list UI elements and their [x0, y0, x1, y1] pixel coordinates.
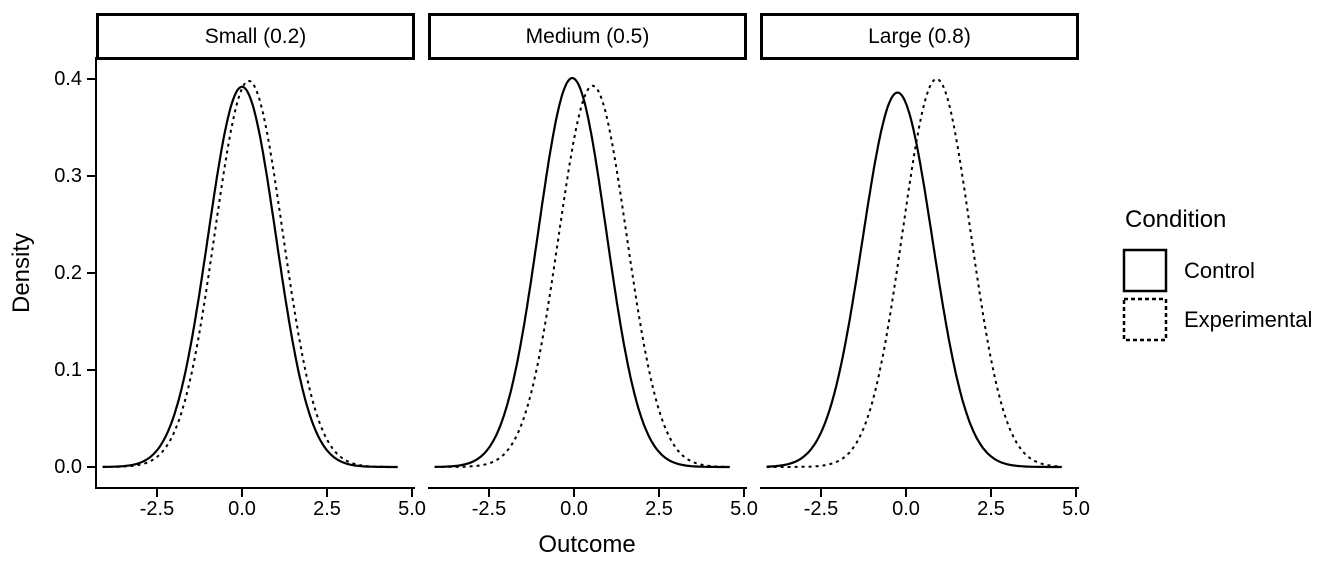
density-curve-control: [434, 76, 730, 469]
density-curve-experimental: [766, 77, 1062, 468]
facet-strip-label: Small (0.2): [204, 24, 307, 48]
x-tick-label: -2.5: [139, 498, 175, 520]
density-curve-control: [102, 85, 398, 469]
x-tick-label: 0.0: [560, 498, 588, 520]
density-curve-experimental: [434, 84, 730, 468]
x-tick-label: -2.5: [471, 498, 507, 520]
x-tick-label: 5.0: [398, 498, 426, 520]
facet-strip: Large (0.8): [760, 13, 1079, 60]
facet-strip: Medium (0.5): [428, 13, 747, 60]
legend-key-dashed-icon: [1122, 297, 1168, 342]
x-tick-label: 2.5: [977, 498, 1005, 520]
legend-label-experimental: Experimental: [1184, 306, 1313, 332]
x-tick-label: 2.5: [313, 498, 341, 520]
facet-strip-label: Large (0.8): [868, 24, 971, 48]
legend: Condition Control Experimental: [1122, 206, 1344, 346]
x-tick-label: 0.0: [892, 498, 920, 520]
legend-label-control: Control: [1184, 257, 1255, 283]
y-tick-label: 0.4: [54, 68, 82, 90]
x-axis-title: Outcome: [538, 531, 636, 558]
legend-key-solid-icon: [1122, 248, 1168, 293]
facet-strip: Small (0.2): [96, 13, 415, 60]
x-tick-label: 5.0: [1062, 498, 1090, 520]
y-tick-label: 0.3: [54, 165, 82, 187]
y-tick-label: 0.0: [54, 456, 82, 478]
legend-title: Condition: [1125, 206, 1227, 233]
x-tick-label: 2.5: [645, 498, 673, 520]
x-tick-label: 0.0: [228, 498, 256, 520]
density-curve-control: [766, 91, 1062, 469]
x-tick-label: 5.0: [730, 498, 758, 520]
y-axis-title: Density: [8, 232, 35, 314]
facet-strip-label: Medium (0.5): [525, 24, 650, 48]
x-tick-label: -2.5: [803, 498, 839, 520]
legend-entry-experimental: Experimental: [1122, 297, 1344, 342]
y-tick-label: 0.1: [54, 359, 82, 381]
density-curve-experimental: [102, 80, 398, 468]
legend-entry-control: Control: [1122, 248, 1344, 293]
y-tick-label: 0.2: [54, 262, 82, 284]
